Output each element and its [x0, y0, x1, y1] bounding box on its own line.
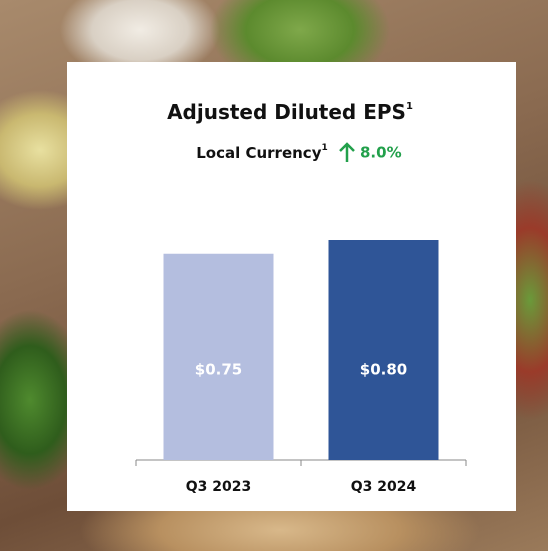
page: {"chart_data": {"type": "bar", "title": … — [0, 0, 548, 551]
title-footnote: 1 — [406, 101, 413, 112]
subtitle: Local Currency1 — [196, 143, 328, 162]
bar — [329, 240, 439, 460]
x-tick-label: Q3 2024 — [351, 479, 417, 495]
value-label: $0.80 — [360, 361, 407, 379]
bar — [164, 254, 274, 460]
card — [67, 62, 516, 511]
x-tick-label: Q3 2023 — [186, 479, 251, 495]
chart-title: Adjusted Diluted EPS1 — [167, 100, 413, 124]
subtitle-footnote: 1 — [321, 143, 327, 153]
chart: Adjusted Diluted EPS1 Local Currency1 8.… — [0, 0, 548, 551]
growth-annotation: 8.0% — [360, 144, 402, 162]
value-label: $0.75 — [195, 361, 242, 379]
title-text: Adjusted Diluted EPS — [167, 100, 406, 124]
subtitle-text: Local Currency — [196, 144, 321, 162]
